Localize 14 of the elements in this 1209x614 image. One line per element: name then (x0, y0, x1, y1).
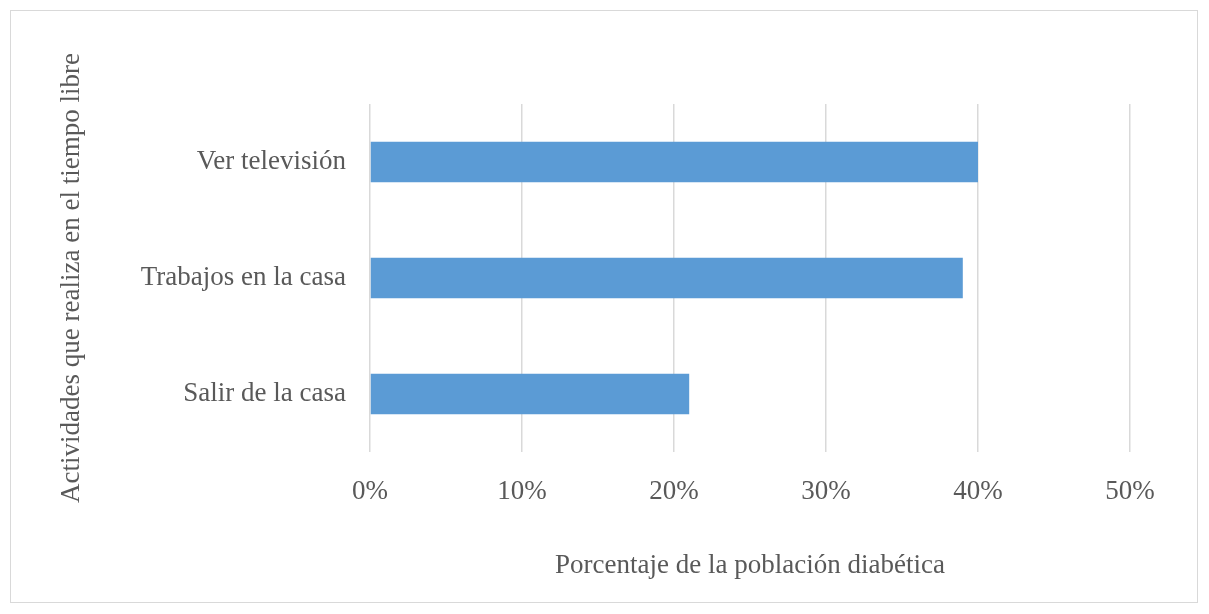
x-tick-label: 0% (352, 475, 388, 506)
y-tick-label: Trabajos en la casa (140, 261, 346, 292)
x-axis-title: Porcentaje de la población diabética (555, 548, 945, 579)
bar (370, 141, 978, 183)
bar (370, 373, 690, 415)
x-tick-label: 30% (801, 475, 851, 506)
y-tick-label: Ver televisión (196, 145, 347, 176)
y-tick-label: Salir de la casa (183, 377, 346, 408)
x-tick-label: 40% (953, 475, 1003, 506)
x-tick-label: 10% (497, 475, 547, 506)
bar (370, 257, 963, 299)
x-tick-label: 50% (1105, 475, 1155, 506)
x-tick-label: 20% (649, 475, 699, 506)
y-axis-title: Actividades que realiza en el tiempo libre (55, 53, 86, 503)
